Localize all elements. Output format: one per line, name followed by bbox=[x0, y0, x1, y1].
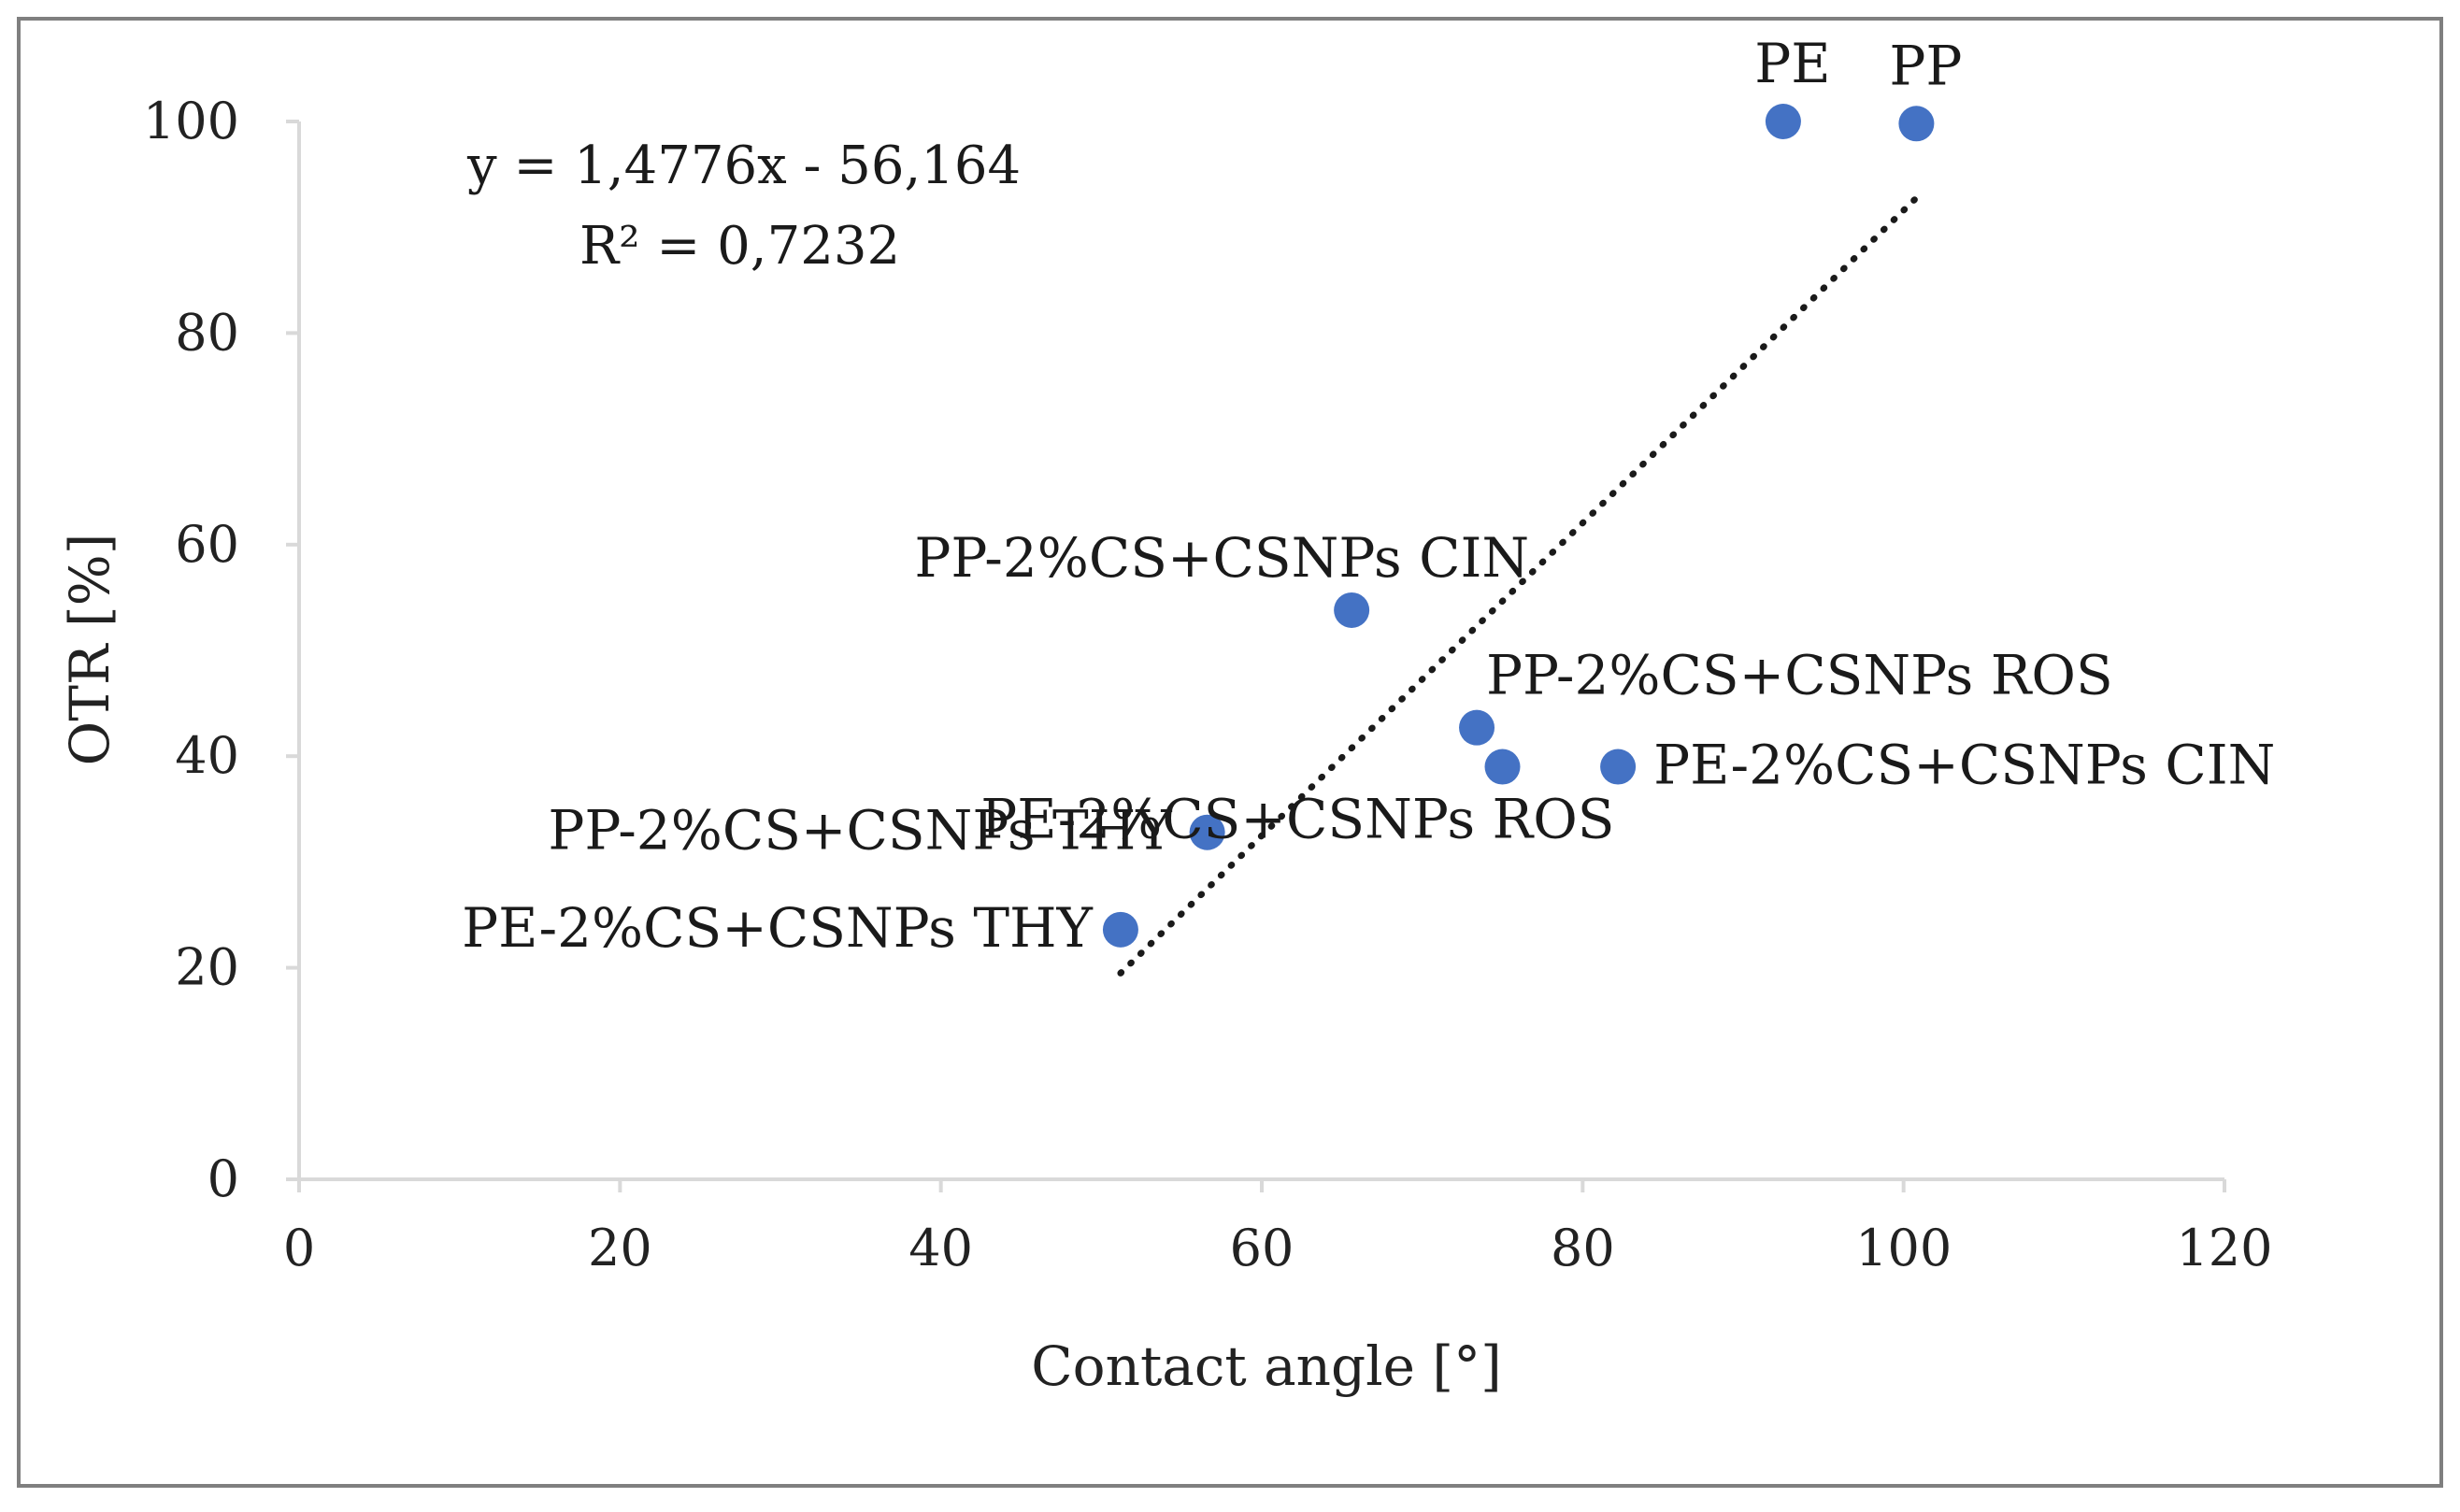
x-tick-label: 60 bbox=[1230, 1219, 1294, 1277]
data-point bbox=[1102, 911, 1138, 948]
point-labels-layer: PE PP PP-2%CS+CSNPs CIN PP-2%CS+CSNPs ROS PE… bbox=[462, 32, 2275, 960]
trendline-equation: y = 1,4776x - 56,164 bbox=[466, 136, 1021, 196]
data-point-label: PE-2%CS+CSNPs THY bbox=[462, 896, 1094, 960]
data-point bbox=[1334, 592, 1370, 628]
trendline-r-squared: R² = 0,7232 bbox=[579, 216, 900, 277]
trendline bbox=[1117, 194, 1920, 977]
y-tick-label: 100 bbox=[143, 92, 239, 150]
y-tick-label: 20 bbox=[175, 938, 239, 997]
x-tick-label: 40 bbox=[908, 1219, 973, 1277]
data-point-label: PE-2%CS+CSNPs ROS bbox=[980, 788, 1614, 851]
trendline-layer bbox=[1117, 194, 1920, 977]
x-tick-label: 100 bbox=[1855, 1219, 1952, 1277]
data-point-label: PE-2%CS+CSNPs CIN bbox=[1653, 734, 2275, 797]
data-point bbox=[1600, 749, 1637, 785]
x-tick-label: 120 bbox=[2176, 1219, 2272, 1277]
chart-frame bbox=[17, 17, 2443, 1488]
data-point-label: PE bbox=[1754, 32, 1830, 95]
y-tick-label: 80 bbox=[175, 303, 239, 362]
tick-labels: 0 20 40 60 80 100 120 0 20 40 60 80 100 bbox=[143, 92, 2273, 1277]
points-layer bbox=[1102, 104, 1935, 948]
y-tick-label: 40 bbox=[175, 726, 239, 785]
y-tick-label: 60 bbox=[175, 515, 239, 574]
data-point bbox=[1898, 106, 1935, 142]
x-tick-label: 0 bbox=[283, 1219, 315, 1277]
data-point-label: PP-2%CS+CSNPs THY bbox=[548, 799, 1172, 863]
x-tick-label: 80 bbox=[1551, 1219, 1615, 1277]
x-tick-label: 20 bbox=[588, 1219, 652, 1277]
data-point bbox=[1765, 104, 1801, 139]
axes bbox=[286, 120, 2226, 1192]
data-point bbox=[1484, 749, 1521, 785]
y-axis-title: OTR [%] bbox=[58, 534, 122, 766]
data-point-label: PP-2%CS+CSNPs ROS bbox=[1486, 644, 2113, 707]
data-point bbox=[1189, 814, 1225, 850]
data-point-label: PP bbox=[1889, 34, 1962, 97]
data-point-label: PP-2%CS+CSNPs CIN bbox=[914, 526, 1529, 590]
x-axis-title: Contact angle [°] bbox=[1031, 1334, 1501, 1398]
data-point bbox=[1459, 709, 1495, 746]
y-tick-label: 0 bbox=[207, 1149, 239, 1208]
